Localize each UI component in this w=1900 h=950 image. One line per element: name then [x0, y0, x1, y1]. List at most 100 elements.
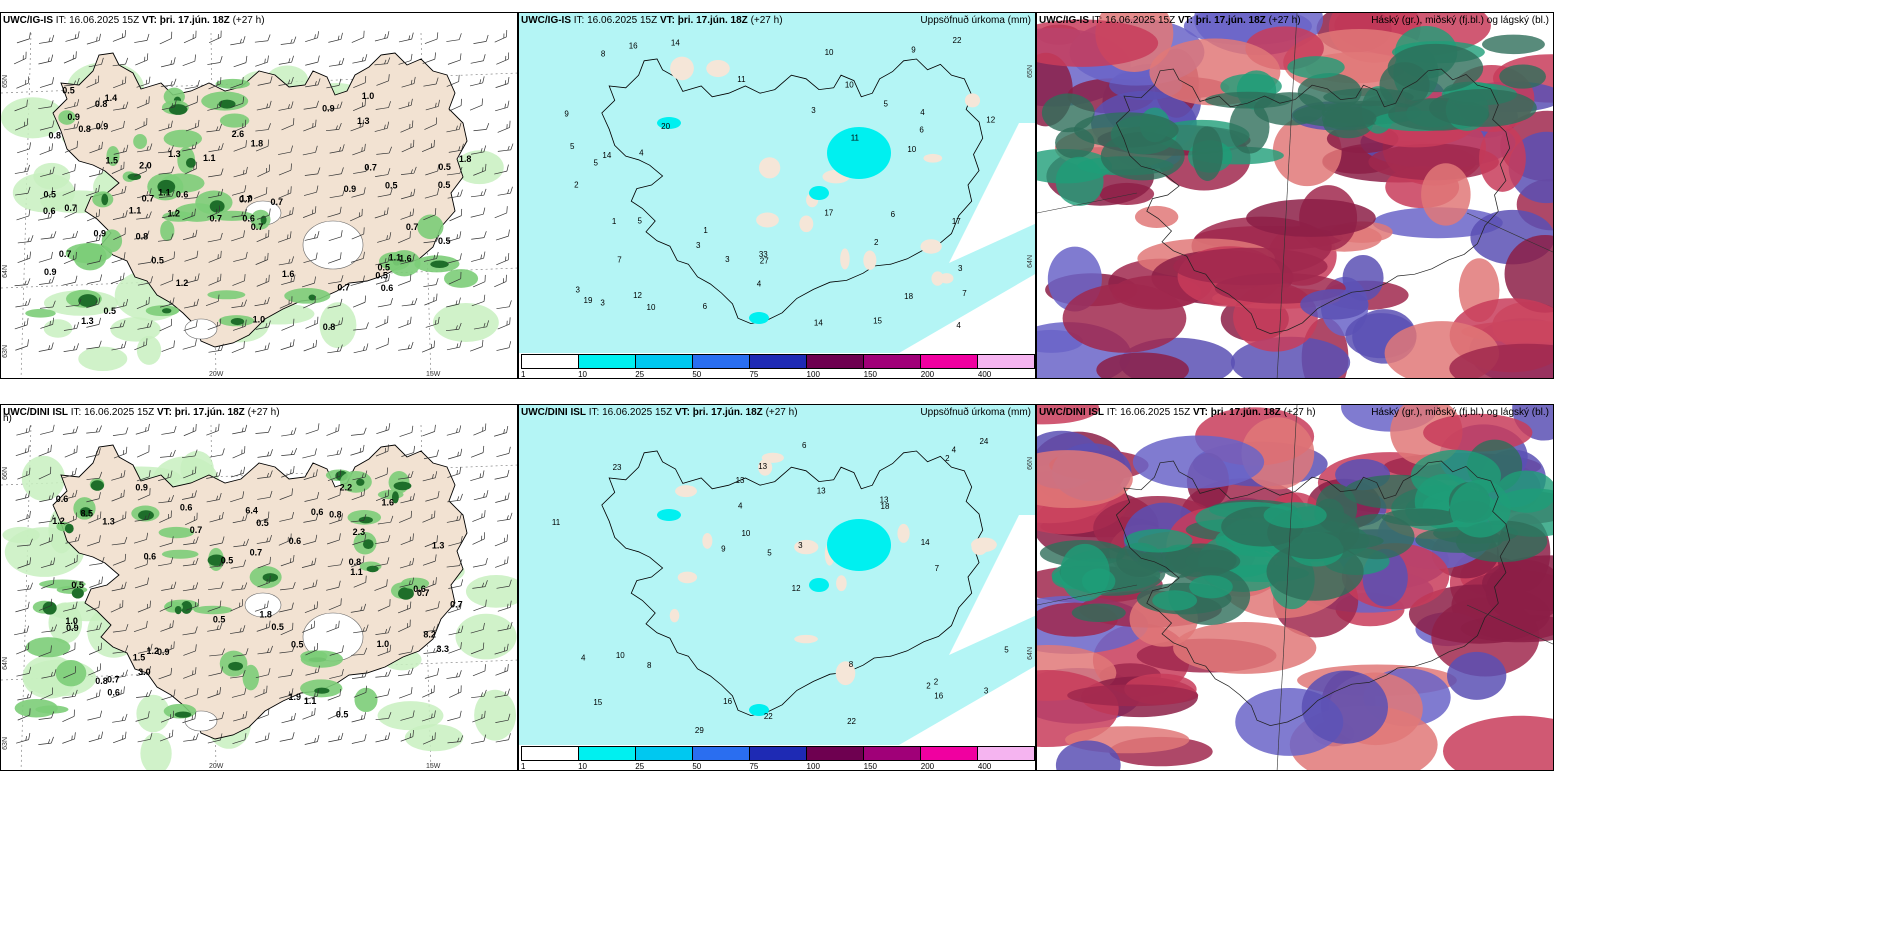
wind-barb [17, 235, 34, 244]
cloud-layer [1037, 19, 1159, 67]
wind-barb [278, 55, 294, 65]
wind-barb [230, 599, 244, 612]
wind-barb [256, 620, 271, 632]
colorbar-swatch [750, 747, 807, 760]
wind-barb [208, 343, 224, 353]
precip-value-label: 1.2 [147, 646, 160, 656]
wind-barb [446, 670, 462, 679]
wind-barb [38, 342, 54, 352]
wind-barb [279, 602, 294, 613]
wind-barb [423, 77, 439, 87]
precip-area [455, 613, 517, 660]
wind-barb [230, 77, 244, 89]
wind-barb [327, 447, 343, 457]
wind-barb [185, 119, 200, 132]
wind-barb [158, 189, 175, 198]
wind-barb [374, 207, 389, 219]
init-time: 16.06.2025 15Z [602, 407, 673, 418]
precip-value-label: 6 [802, 441, 807, 450]
high-cloud-area [1482, 34, 1545, 55]
wind-barb [183, 644, 197, 656]
precip-value-label: 0.5 [221, 556, 234, 566]
wind-barb [353, 624, 369, 634]
high-cloud-area [1321, 106, 1377, 131]
colorbar-swatch [978, 355, 1034, 368]
wind-barb [423, 645, 440, 654]
wind-barb [471, 231, 487, 240]
lat-label: 63N [2, 345, 9, 358]
precip-value-label: 0.8 [136, 232, 149, 242]
cloud-layer [1479, 124, 1526, 192]
precip-area [432, 302, 499, 343]
wind-barb [425, 99, 440, 111]
precip-area [136, 335, 162, 365]
wind-barb [64, 445, 78, 458]
precip-value-label: 11 [737, 75, 746, 84]
colorbar-swatch [522, 355, 579, 368]
lat-label: 64N [2, 657, 9, 670]
precip-area [136, 694, 170, 733]
wind-barb [375, 626, 391, 635]
wind-barb [17, 538, 33, 547]
precip-value-label: 0.7 [64, 203, 77, 213]
wind-barb [17, 691, 33, 701]
wind-barb [375, 255, 390, 266]
precip-value-label: 13 [817, 487, 826, 496]
wind-barb [207, 232, 223, 243]
wind-barb [256, 511, 270, 524]
wind-barb [325, 122, 342, 132]
panel-title: Háský (gr.), miðský (fj.bl.) og lágský (… [1371, 407, 1549, 418]
lead-time: (+27 h) [1283, 407, 1316, 418]
heavy-precip-area [358, 516, 373, 524]
wind-barb [376, 423, 391, 434]
precip-value-label: 0.6 [43, 206, 56, 216]
wind-barb [496, 341, 512, 351]
wind-barb [40, 231, 57, 240]
wind-barb [257, 556, 271, 569]
wind-barb [158, 120, 173, 132]
high-cloud-area [1499, 64, 1546, 89]
wind-barb [62, 732, 76, 744]
wind-barb [277, 231, 292, 243]
domain-line [1466, 212, 1553, 253]
wind-barb [38, 54, 54, 65]
wind-barb [257, 575, 271, 588]
wind-barb [65, 554, 78, 568]
wind-barb [113, 227, 126, 241]
precip-value-label: 0.6 [381, 283, 394, 293]
wind-barb [449, 685, 462, 698]
vt-label: VT: [1177, 15, 1193, 26]
precip-value-label: 1.0 [240, 193, 253, 203]
wind-barb [374, 579, 388, 591]
precip-value-label: 10 [616, 651, 625, 660]
precip-value-label: 1.1 [203, 153, 216, 163]
precip-value-label: 0.8 [78, 124, 91, 134]
wind-barb [496, 579, 512, 589]
wind-barb [137, 600, 151, 613]
wind-barb [15, 445, 30, 457]
wind-barb [326, 424, 340, 436]
wind-barb [495, 713, 511, 723]
precip-area [58, 110, 76, 125]
wind-barb [327, 101, 343, 111]
wind-barb [86, 471, 103, 480]
valid-time: þri. 17.jún. 18Z [174, 407, 245, 418]
wind-barb [207, 733, 223, 744]
lon-label: 15W [426, 371, 441, 378]
wind-barb [63, 321, 80, 331]
precip-value-label: 8 [849, 660, 854, 669]
wind-barb [397, 274, 412, 286]
wind-barb [86, 254, 102, 265]
wind-barb [137, 320, 153, 330]
colorbar-tick-label: 150 [863, 370, 878, 379]
precip-value-label: 0.6 [144, 552, 157, 562]
map-panel-dini-accumulated-precip: UWC/DINI ISL IT: 16.06.2025 15Z VT: þri.… [518, 404, 1036, 771]
wind-barb [398, 98, 413, 110]
high-cloud-area [1387, 43, 1484, 93]
wind-barb [183, 320, 198, 331]
wind-barb [110, 120, 125, 132]
wind-barb [137, 255, 154, 265]
wind-barb [353, 685, 367, 698]
wind-barb [423, 278, 439, 288]
precip-area [78, 346, 128, 372]
